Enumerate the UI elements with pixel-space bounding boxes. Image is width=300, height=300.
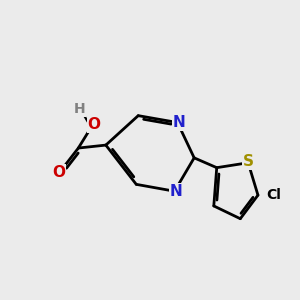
Text: H: H [74, 102, 85, 116]
Text: S: S [243, 154, 254, 169]
Text: N: N [169, 184, 182, 199]
Text: O: O [88, 117, 100, 132]
Text: Cl: Cl [267, 188, 282, 202]
Text: O: O [52, 165, 65, 180]
Text: N: N [172, 115, 185, 130]
